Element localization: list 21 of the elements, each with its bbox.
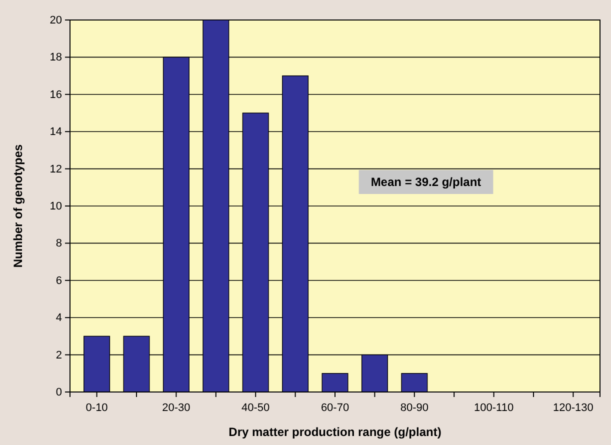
y-tick-label: 4	[56, 312, 62, 324]
annotation: Mean = 39.2 g/plant	[370, 175, 482, 189]
y-tick-label: 18	[50, 52, 62, 64]
x-tick-label: 100-110	[474, 402, 514, 414]
y-tick-label: 8	[56, 238, 62, 250]
y-tick-label: 6	[56, 274, 62, 287]
x-tick-label: 20-30	[162, 402, 190, 414]
x-tick-label: 120-130	[553, 402, 594, 414]
y-tick-label: 12	[50, 163, 62, 176]
x-tick-label: 40-50	[242, 402, 270, 414]
y-tick-label: 10	[50, 200, 62, 213]
y-tick-label: 20	[50, 14, 62, 27]
y-tick-label: 14	[50, 126, 62, 138]
x-tick-label: 80-90	[400, 402, 428, 414]
x-tick-label: 60-70	[320, 402, 350, 414]
x-tick-label: 0-10	[86, 402, 108, 414]
y-tick-label: 0	[56, 386, 62, 399]
x-axis-title: Dry matter production range (g/plant)	[228, 425, 442, 439]
y-tick-label: 16	[50, 88, 62, 101]
y-tick-label: 2	[56, 349, 62, 362]
y-axis-title: Number of genotypes	[11, 144, 25, 268]
